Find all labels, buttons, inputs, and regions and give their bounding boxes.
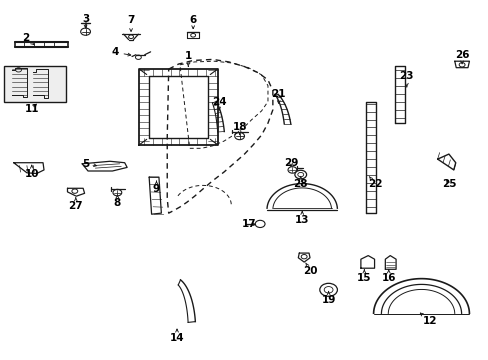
Text: 12: 12	[419, 313, 437, 326]
Text: 27: 27	[68, 198, 83, 211]
Text: 9: 9	[153, 181, 160, 194]
Text: 14: 14	[169, 329, 184, 343]
Text: 24: 24	[211, 96, 226, 110]
Text: 7: 7	[127, 15, 135, 31]
Text: 18: 18	[232, 122, 246, 135]
Text: 29: 29	[283, 158, 298, 168]
Text: 23: 23	[399, 71, 413, 87]
Text: 10: 10	[24, 165, 39, 179]
Text: 22: 22	[367, 176, 382, 189]
Text: 2: 2	[22, 33, 34, 45]
Text: 15: 15	[356, 270, 371, 283]
Text: 5: 5	[82, 159, 96, 169]
Text: 6: 6	[189, 15, 196, 28]
Text: 28: 28	[293, 176, 307, 189]
Text: 8: 8	[114, 195, 121, 208]
Text: 1: 1	[184, 51, 191, 66]
Text: 11: 11	[24, 104, 39, 114]
Text: 21: 21	[271, 89, 285, 103]
Text: 16: 16	[381, 270, 395, 283]
Text: 4: 4	[111, 47, 130, 57]
Text: 13: 13	[294, 212, 309, 225]
Text: 26: 26	[454, 50, 468, 64]
Text: 3: 3	[82, 14, 89, 28]
Bar	[4, 66, 66, 102]
Text: 19: 19	[321, 292, 335, 305]
Text: 25: 25	[441, 179, 455, 189]
Text: 20: 20	[303, 263, 317, 276]
Text: 17: 17	[242, 219, 256, 229]
